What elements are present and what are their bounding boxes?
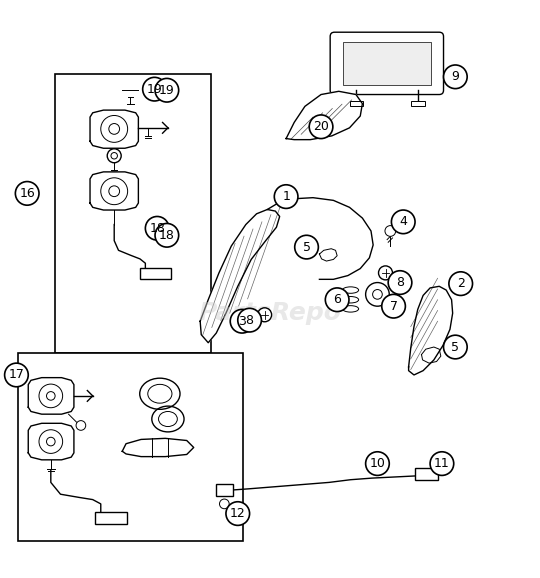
Polygon shape — [286, 91, 362, 140]
Circle shape — [385, 225, 396, 236]
Circle shape — [325, 288, 349, 312]
Circle shape — [230, 309, 254, 333]
Text: 10: 10 — [369, 457, 386, 470]
Text: 8: 8 — [396, 276, 404, 289]
Polygon shape — [28, 377, 74, 414]
Polygon shape — [200, 209, 280, 343]
Circle shape — [388, 271, 412, 294]
Text: 5: 5 — [451, 340, 460, 354]
Bar — [415, 468, 437, 480]
Text: 20: 20 — [313, 120, 329, 134]
Polygon shape — [122, 438, 194, 457]
Polygon shape — [320, 249, 337, 261]
Circle shape — [382, 294, 406, 318]
Circle shape — [155, 79, 179, 102]
Bar — [55, 74, 211, 354]
Polygon shape — [90, 110, 138, 148]
Text: PartsRepo: PartsRepo — [199, 301, 341, 325]
Text: 3: 3 — [238, 315, 246, 328]
Text: 18: 18 — [149, 222, 165, 235]
Text: 7: 7 — [389, 299, 397, 313]
Circle shape — [155, 224, 179, 247]
Circle shape — [309, 115, 333, 139]
Bar — [342, 42, 431, 85]
Circle shape — [392, 210, 415, 234]
Bar — [140, 268, 171, 279]
Text: 9: 9 — [451, 71, 460, 83]
Circle shape — [145, 217, 169, 240]
Text: 12: 12 — [230, 507, 246, 520]
Polygon shape — [90, 172, 138, 210]
Circle shape — [238, 308, 261, 332]
Text: 19: 19 — [159, 84, 175, 97]
Text: 2: 2 — [457, 277, 464, 290]
Circle shape — [219, 499, 229, 509]
Text: 8: 8 — [246, 314, 254, 327]
Text: 5: 5 — [302, 240, 310, 254]
Bar — [96, 513, 126, 524]
Polygon shape — [28, 423, 74, 460]
Circle shape — [107, 149, 121, 163]
Bar — [17, 354, 243, 542]
Ellipse shape — [342, 306, 359, 312]
Circle shape — [5, 363, 28, 387]
Text: 1: 1 — [282, 190, 290, 203]
Polygon shape — [422, 347, 441, 363]
Ellipse shape — [342, 287, 359, 293]
Circle shape — [366, 452, 389, 476]
Circle shape — [15, 181, 39, 205]
Text: 19: 19 — [147, 83, 163, 95]
Circle shape — [379, 266, 393, 280]
Circle shape — [76, 421, 86, 430]
Text: 18: 18 — [159, 229, 175, 242]
Text: 6: 6 — [333, 293, 341, 306]
Circle shape — [443, 335, 467, 359]
Circle shape — [295, 235, 319, 259]
Text: 11: 11 — [434, 457, 450, 470]
Circle shape — [366, 283, 389, 306]
Ellipse shape — [342, 297, 359, 303]
Circle shape — [274, 185, 298, 209]
Circle shape — [430, 452, 454, 476]
Circle shape — [258, 308, 272, 322]
Circle shape — [449, 272, 472, 295]
FancyBboxPatch shape — [330, 32, 443, 95]
Text: 16: 16 — [19, 187, 35, 200]
Text: 17: 17 — [9, 368, 24, 381]
Text: 4: 4 — [399, 216, 407, 228]
Bar — [349, 101, 363, 106]
Polygon shape — [409, 286, 453, 375]
Circle shape — [443, 65, 467, 88]
Circle shape — [143, 77, 166, 101]
Bar — [411, 101, 426, 106]
Circle shape — [226, 502, 249, 525]
Bar — [217, 484, 233, 496]
